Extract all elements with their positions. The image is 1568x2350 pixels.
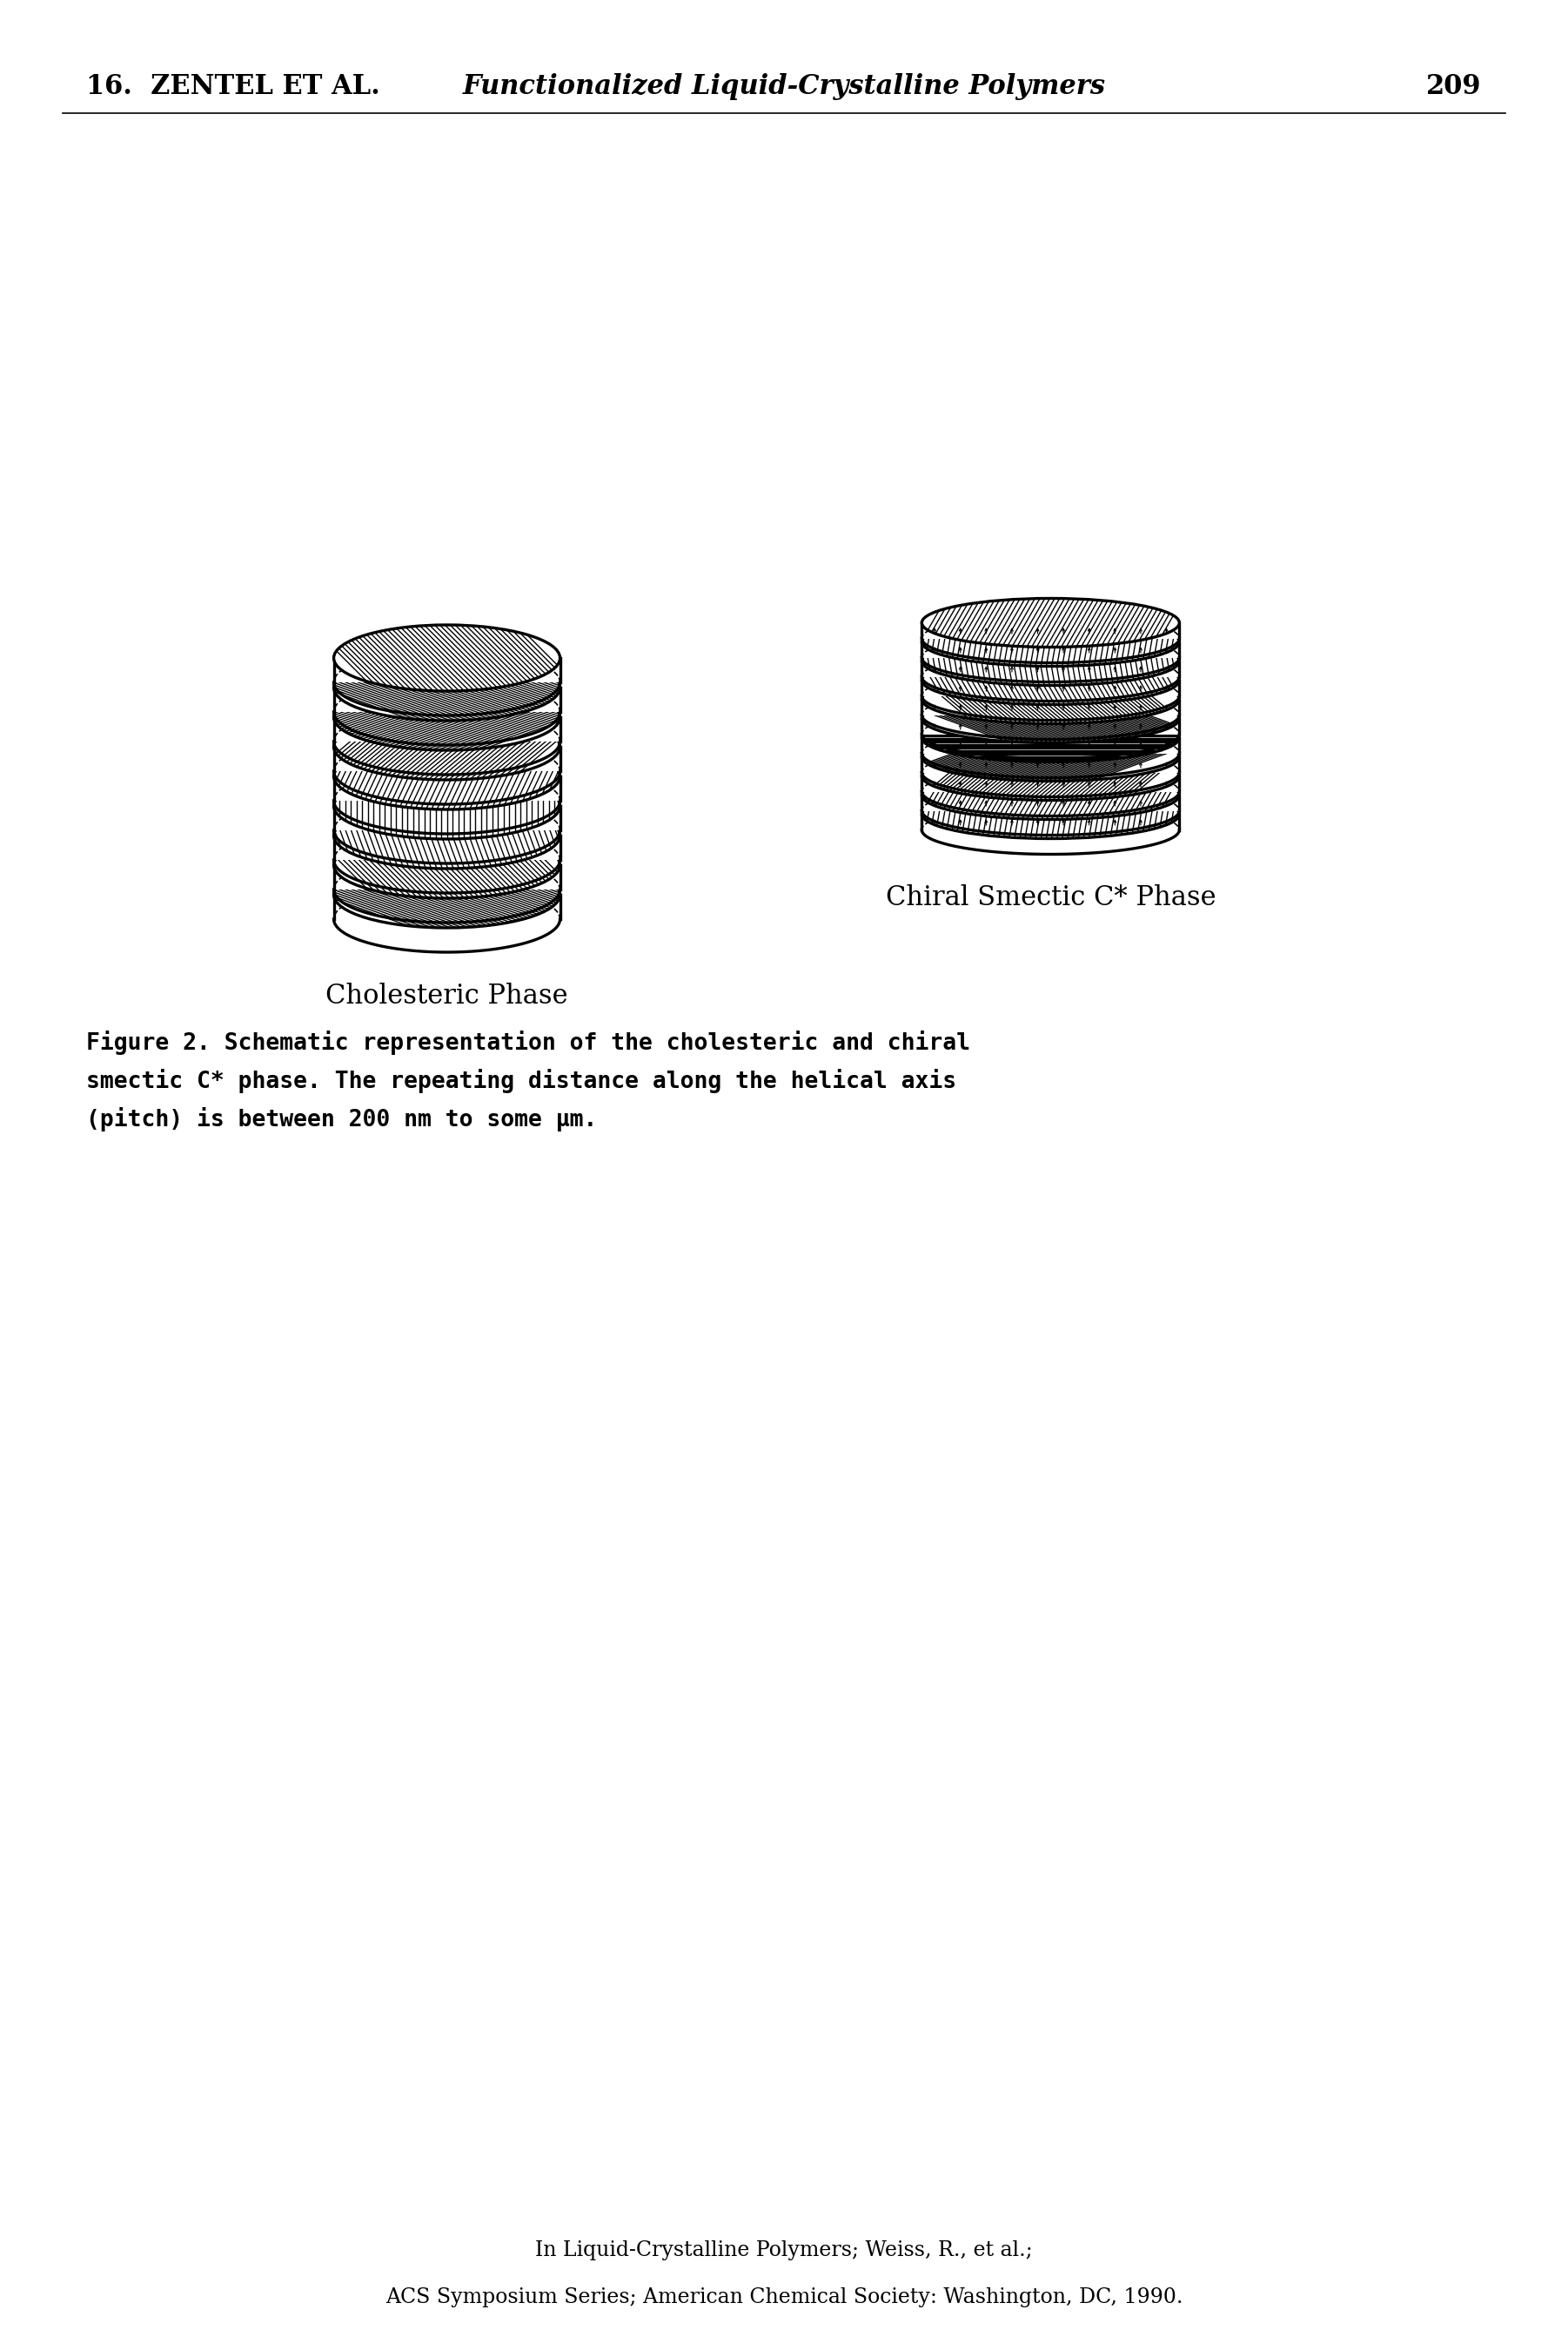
Polygon shape (922, 776, 1179, 792)
Ellipse shape (922, 714, 1179, 761)
Text: In Liquid-Crystalline Polymers; Weiss, R., et al.;: In Liquid-Crystalline Polymers; Weiss, R… (535, 2240, 1033, 2261)
Ellipse shape (922, 790, 1179, 839)
Polygon shape (922, 700, 1179, 714)
Polygon shape (334, 747, 560, 771)
Ellipse shape (922, 674, 1179, 724)
Polygon shape (922, 623, 1179, 639)
Polygon shape (334, 776, 560, 801)
Ellipse shape (334, 862, 560, 928)
Text: (pitch) is between 200 nm to some μm.: (pitch) is between 200 nm to some μm. (86, 1107, 597, 1130)
Text: 209: 209 (1427, 73, 1482, 101)
Polygon shape (334, 895, 560, 919)
Text: ACS Symposium Series; American Chemical Society: Washington, DC, 1990.: ACS Symposium Series; American Chemical … (386, 2287, 1182, 2308)
Ellipse shape (922, 752, 1179, 801)
Polygon shape (922, 679, 1179, 696)
Ellipse shape (334, 684, 560, 750)
Polygon shape (334, 717, 560, 743)
Polygon shape (922, 794, 1179, 811)
Polygon shape (334, 658, 560, 682)
Ellipse shape (922, 693, 1179, 743)
Polygon shape (334, 689, 560, 712)
Ellipse shape (922, 618, 1179, 667)
Text: Figure 2. Schematic representation of the cholesteric and chiral: Figure 2. Schematic representation of th… (86, 1032, 971, 1055)
Polygon shape (334, 865, 560, 891)
Polygon shape (922, 642, 1179, 658)
Text: Chiral Smectic C* Phase: Chiral Smectic C* Phase (886, 884, 1215, 912)
Polygon shape (334, 837, 560, 860)
Ellipse shape (334, 656, 560, 721)
Ellipse shape (922, 733, 1179, 780)
Ellipse shape (334, 625, 560, 691)
Text: smectic C* phase. The repeating distance along the helical axis: smectic C* phase. The repeating distance… (86, 1069, 956, 1093)
Polygon shape (922, 660, 1179, 677)
Text: Cholesteric Phase: Cholesteric Phase (326, 982, 568, 1010)
Ellipse shape (334, 714, 560, 780)
Polygon shape (922, 719, 1179, 733)
Ellipse shape (334, 801, 560, 870)
Polygon shape (334, 806, 560, 830)
Ellipse shape (922, 656, 1179, 705)
Ellipse shape (922, 599, 1179, 646)
Ellipse shape (922, 637, 1179, 686)
Polygon shape (922, 757, 1179, 773)
Text: 16.  ZENTEL ET AL.: 16. ZENTEL ET AL. (86, 73, 379, 101)
Ellipse shape (922, 771, 1179, 820)
Text: Functionalized Liquid-Crystalline Polymers: Functionalized Liquid-Crystalline Polyme… (463, 73, 1105, 101)
Polygon shape (922, 813, 1179, 830)
Polygon shape (922, 738, 1179, 754)
Ellipse shape (334, 743, 560, 808)
Ellipse shape (334, 773, 560, 839)
Ellipse shape (334, 832, 560, 898)
